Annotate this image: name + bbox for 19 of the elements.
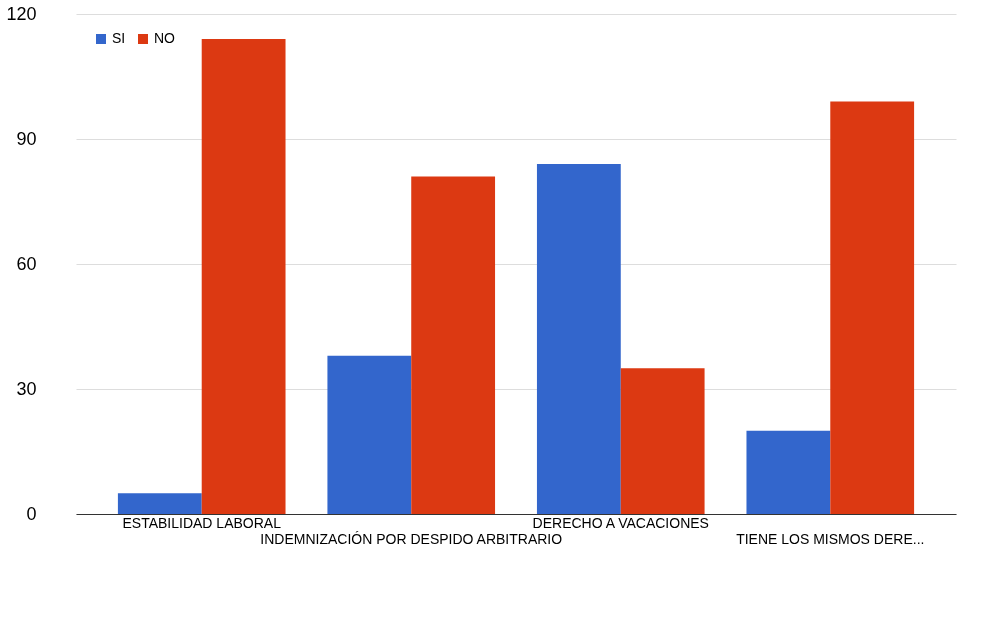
x-tick-label: TIENE LOS MISMOS DERE... [736,530,925,547]
x-tick-label: ESTABILIDAD LABORAL [122,514,282,531]
x-tick-label: DERECHO A VACACIONES [532,514,709,531]
y-tick-label: 90 [16,128,37,149]
x-tick-label: INDEMNIZACIÓN POR DESPIDO ARBITRARIO [260,530,563,547]
y-tick-label: 30 [16,378,37,399]
bar [620,368,705,514]
y-tick-label: 0 [26,503,37,524]
bar [201,39,286,514]
bar [327,355,412,514]
y-tick-label: 60 [16,253,37,274]
bar [746,430,831,514]
bar [830,101,915,514]
legend-label: NO [154,30,176,46]
legend-label: SI [112,30,126,46]
bar [117,493,202,514]
bar [411,176,496,514]
y-tick-label: 120 [6,3,37,24]
bar [536,164,621,514]
